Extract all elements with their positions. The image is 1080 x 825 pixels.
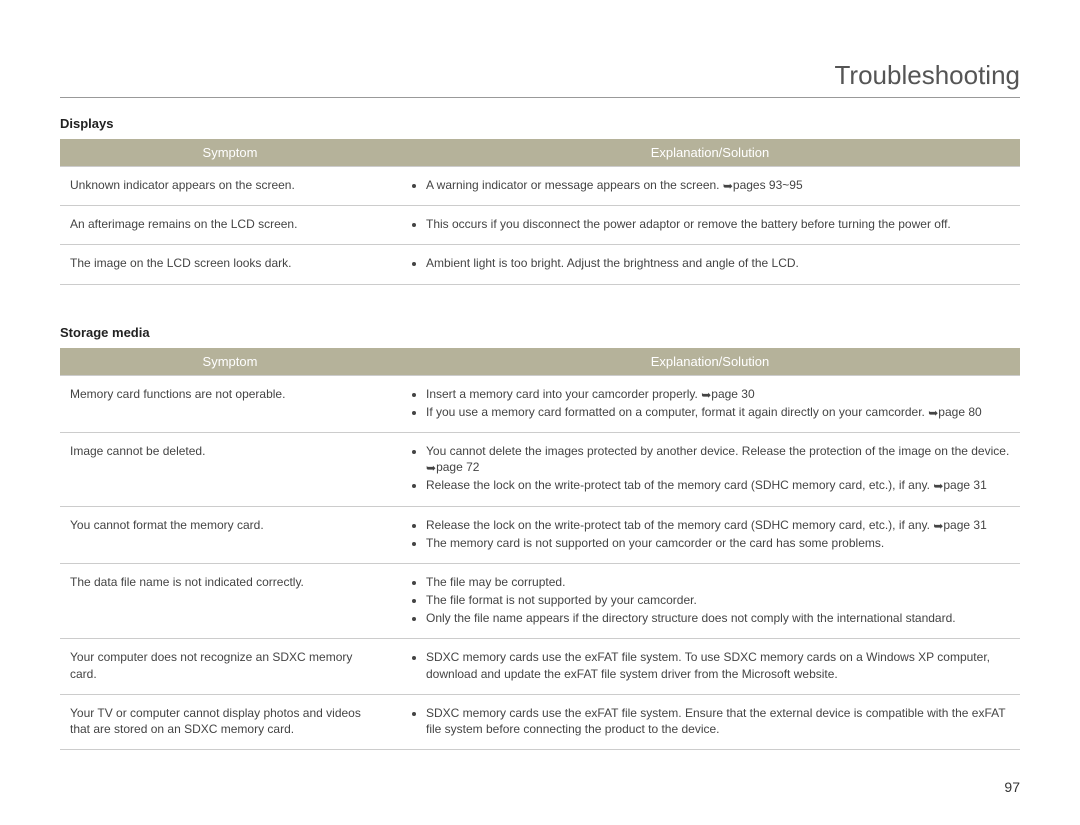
solution-cell: Release the lock on the write-protect ta… (400, 506, 1020, 563)
table-body: Memory card functions are not operable.I… (60, 375, 1020, 750)
table-row: Unknown indicator appears on the screen.… (60, 167, 1020, 206)
col-header-symptom: Symptom (60, 348, 400, 376)
table-row: Your TV or computer cannot display photo… (60, 694, 1020, 749)
reference-arrow-icon: ➥ (723, 178, 733, 194)
symptom-cell: You cannot format the memory card. (60, 506, 400, 563)
table-row: Image cannot be deleted. You cannot delet… (60, 432, 1020, 506)
solution-list: The file may be corrupted. The file forma… (410, 574, 1010, 627)
solution-list: Release the lock on the write-protect ta… (410, 517, 1010, 551)
solution-item: The memory card is not supported on your… (426, 535, 1010, 551)
section-heading-storage: Storage media (60, 325, 1020, 340)
table-storage: Symptom Explanation/Solution Memory card… (60, 348, 1020, 751)
reference-arrow-icon: ➥ (933, 518, 943, 534)
table-row: Your computer does not recognize an SDXC… (60, 639, 1020, 694)
solution-item: Only the file name appears if the direct… (426, 610, 1010, 626)
table-body: Unknown indicator appears on the screen.… (60, 167, 1020, 285)
solution-list: This occurs if you disconnect the power … (410, 216, 1010, 232)
section-heading-displays: Displays (60, 116, 1020, 131)
solution-item: The file format is not supported by your… (426, 592, 1010, 608)
table-header-row: Symptom Explanation/Solution (60, 139, 1020, 167)
page-title: Troubleshooting (60, 60, 1020, 91)
solution-cell: SDXC memory cards use the exFAT file sys… (400, 694, 1020, 749)
solution-item: A warning indicator or message appears o… (426, 177, 1010, 193)
manual-page: Troubleshooting Displays Symptom Explana… (0, 0, 1080, 825)
solution-cell: You cannot delete the images protected b… (400, 432, 1020, 506)
solution-list: Ambient light is too bright. Adjust the … (410, 255, 1010, 271)
solution-item: SDXC memory cards use the exFAT file sys… (426, 705, 1010, 737)
table-row: An afterimage remains on the LCD screen.… (60, 206, 1020, 245)
table-row: Memory card functions are not operable. I… (60, 375, 1020, 432)
symptom-cell: Memory card functions are not operable. (60, 375, 400, 432)
solution-cell: SDXC memory cards use the exFAT file sys… (400, 639, 1020, 694)
solution-list: Insert a memory card into your camcorder… (410, 386, 1010, 420)
reference-arrow-icon: ➥ (701, 387, 711, 403)
symptom-cell: Image cannot be deleted. (60, 432, 400, 506)
symptom-cell: Your computer does not recognize an SDXC… (60, 639, 400, 694)
solution-item: If you use a memory card formatted on a … (426, 404, 1010, 420)
solution-item: Ambient light is too bright. Adjust the … (426, 255, 1010, 271)
table-row: You cannot format the memory card. Releas… (60, 506, 1020, 563)
solution-item: SDXC memory cards use the exFAT file sys… (426, 649, 1010, 681)
solution-cell: Ambient light is too bright. Adjust the … (400, 245, 1020, 284)
solution-item: Insert a memory card into your camcorder… (426, 386, 1010, 402)
page-number: 97 (1004, 779, 1020, 795)
solution-list: A warning indicator or message appears o… (410, 177, 1010, 193)
table-row: The image on the LCD screen looks dark. A… (60, 245, 1020, 284)
reference-arrow-icon: ➥ (426, 460, 436, 476)
solution-item: Release the lock on the write-protect ta… (426, 517, 1010, 533)
symptom-cell: Unknown indicator appears on the screen. (60, 167, 400, 206)
reference-arrow-icon: ➥ (928, 405, 938, 421)
solution-list: You cannot delete the images protected b… (410, 443, 1010, 494)
solution-list: SDXC memory cards use the exFAT file sys… (410, 705, 1010, 737)
col-header-explanation: Explanation/Solution (400, 139, 1020, 167)
solution-item: You cannot delete the images protected b… (426, 443, 1010, 475)
title-rule (60, 97, 1020, 98)
symptom-cell: The image on the LCD screen looks dark. (60, 245, 400, 284)
section-gap (60, 285, 1020, 325)
solution-list: SDXC memory cards use the exFAT file sys… (410, 649, 1010, 681)
symptom-cell: The data file name is not indicated corr… (60, 563, 400, 639)
col-header-symptom: Symptom (60, 139, 400, 167)
solution-item: Release the lock on the write-protect ta… (426, 477, 1010, 493)
solution-cell: A warning indicator or message appears o… (400, 167, 1020, 206)
solution-item: This occurs if you disconnect the power … (426, 216, 1010, 232)
table-row: The data file name is not indicated corr… (60, 563, 1020, 639)
solution-cell: Insert a memory card into your camcorder… (400, 375, 1020, 432)
table-header-row: Symptom Explanation/Solution (60, 348, 1020, 376)
solution-cell: This occurs if you disconnect the power … (400, 206, 1020, 245)
solution-cell: The file may be corrupted. The file forma… (400, 563, 1020, 639)
reference-arrow-icon: ➥ (933, 478, 943, 494)
symptom-cell: An afterimage remains on the LCD screen. (60, 206, 400, 245)
symptom-cell: Your TV or computer cannot display photo… (60, 694, 400, 749)
solution-item: The file may be corrupted. (426, 574, 1010, 590)
table-displays: Symptom Explanation/Solution Unknown ind… (60, 139, 1020, 285)
col-header-explanation: Explanation/Solution (400, 348, 1020, 376)
